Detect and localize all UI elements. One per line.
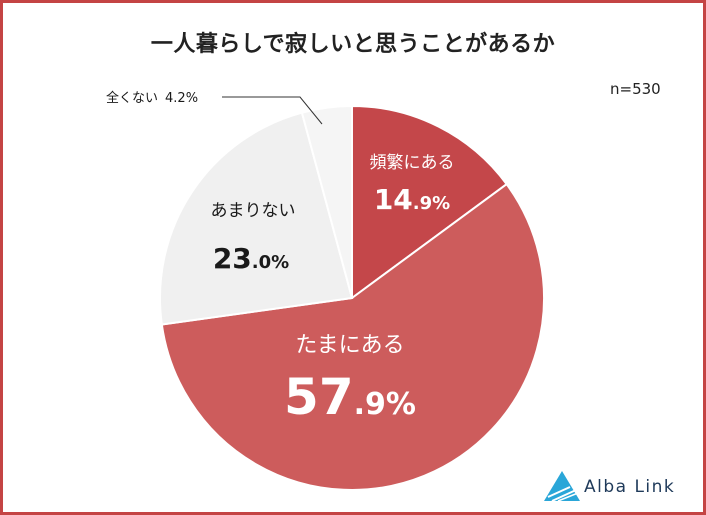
chart-title: 一人暮らしで寂しいと思うことがあるか [150, 32, 556, 57]
slice-value-sometimes: 57.9% [284, 368, 416, 426]
slice-label-rarely: あまりない [211, 201, 296, 221]
slice-value-frequent-int: 14 [374, 183, 413, 216]
sample-size: n=530 [610, 80, 661, 98]
slice-frequent [351, 104, 509, 300]
slice-value-sometimes-dec: .9% [354, 387, 416, 422]
slice-value-rarely-int: 23 [213, 242, 252, 275]
slice-never [300, 104, 353, 299]
slice-label-never: 全くない [106, 90, 158, 106]
slice-sometimes [160, 182, 545, 491]
slice-value-rarely-dec: .0% [252, 252, 289, 273]
slice-label-never-group: 全くない 4.2% [106, 90, 198, 106]
logo-triangle-icon [544, 471, 580, 501]
slice-value-never: 4.2% [165, 91, 198, 106]
slice-rarely [159, 111, 354, 326]
slice-value-sometimes-int: 57 [284, 368, 354, 426]
logo-text: Alba Link [584, 477, 676, 497]
slice-value-rarely: 23.0% [213, 242, 289, 275]
slice-label-frequent: 頻繁にある [370, 153, 455, 173]
slice-value-frequent-dec: .9% [413, 193, 450, 214]
alba-link-logo [544, 471, 580, 502]
slice-value-frequent: 14.9% [374, 183, 450, 216]
callout-line [222, 96, 323, 125]
slice-label-sometimes: たまにある [295, 333, 404, 358]
